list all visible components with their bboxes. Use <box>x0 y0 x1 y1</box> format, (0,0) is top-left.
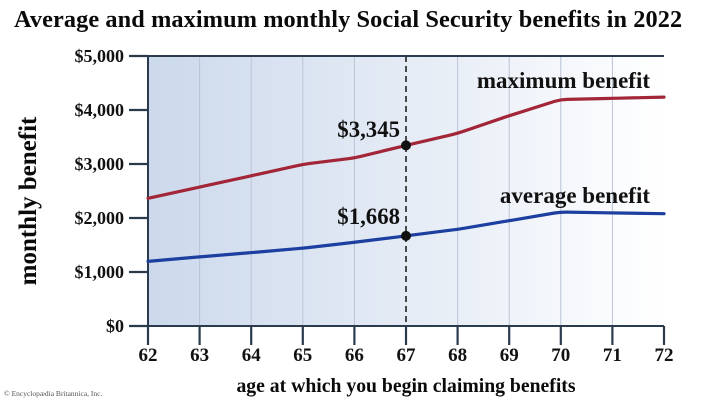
svg-text:$5,000: $5,000 <box>75 46 125 66</box>
svg-text:69: 69 <box>500 345 519 366</box>
svg-text:71: 71 <box>603 345 622 366</box>
svg-text:$3,000: $3,000 <box>75 154 125 174</box>
svg-text:72: 72 <box>655 345 674 366</box>
svg-text:maximum benefit: maximum benefit <box>477 68 650 93</box>
svg-text:average benefit: average benefit <box>500 183 650 208</box>
svg-text:65: 65 <box>293 345 312 366</box>
svg-text:$3,345: $3,345 <box>337 117 400 142</box>
svg-text:$0: $0 <box>106 316 124 336</box>
svg-text:70: 70 <box>551 345 570 366</box>
svg-text:$1,000: $1,000 <box>75 262 125 282</box>
svg-text:64: 64 <box>242 345 262 366</box>
svg-text:66: 66 <box>345 345 364 366</box>
svg-text:62: 62 <box>139 345 158 366</box>
svg-text:$1,668: $1,668 <box>337 204 400 229</box>
svg-text:$4,000: $4,000 <box>75 100 125 120</box>
svg-text:67: 67 <box>397 345 417 366</box>
svg-text:63: 63 <box>190 345 209 366</box>
svg-text:68: 68 <box>448 345 467 366</box>
svg-text:$2,000: $2,000 <box>75 208 125 228</box>
